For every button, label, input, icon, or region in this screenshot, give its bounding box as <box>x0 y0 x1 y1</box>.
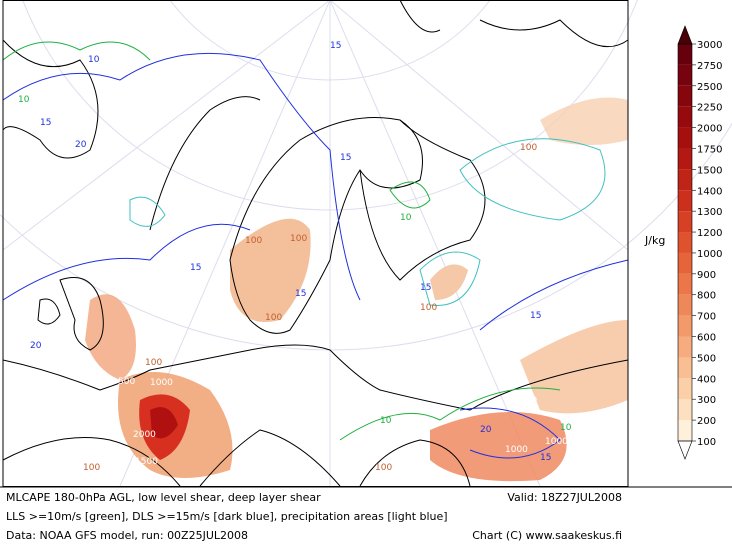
colorbar-label: 2250 <box>697 103 722 114</box>
colorbar-label: 2750 <box>697 61 722 72</box>
contour-label: 15 <box>295 289 306 299</box>
contour-label: 20 <box>30 341 42 351</box>
contour-label: 15 <box>190 263 201 273</box>
colorbar-label: 2500 <box>697 82 722 93</box>
contour-label: 10 <box>560 423 572 433</box>
contour-label: 100 <box>83 463 100 473</box>
colorbar-band <box>678 64 692 86</box>
contour-label: 100 <box>245 236 262 246</box>
contour-label: 1000 <box>545 437 568 447</box>
colorbar-label: 800 <box>697 291 716 302</box>
colorbar-label: 3000 <box>697 40 722 51</box>
contour-label: 10 <box>380 416 392 426</box>
colorbar-label: 500 <box>697 353 716 364</box>
contour-label: 15 <box>330 41 341 51</box>
contour-label: 100 <box>420 303 437 313</box>
contour-label: 15 <box>530 311 541 321</box>
colorbar-band <box>678 44 692 65</box>
contour-label: 1000 <box>505 445 528 455</box>
colorbar-label: 1300 <box>697 207 722 218</box>
footer-credit: Chart (C) www.saakeskus.fi <box>472 529 622 542</box>
colorbar-band <box>678 315 692 337</box>
footer-source: Data: NOAA GFS model, run: 00Z25JUL2008 <box>6 529 248 542</box>
contour-label: 15 <box>340 153 351 163</box>
colorbar-label: 1400 <box>697 186 722 197</box>
colorbar-band <box>678 378 692 400</box>
contour-label: 100 <box>375 463 392 473</box>
colorbar-label: 1750 <box>697 144 722 155</box>
colorbar-frame <box>677 43 693 442</box>
colorbar-label: 200 <box>697 416 716 427</box>
contour-label: 500 <box>118 377 135 387</box>
contour-label: 500 <box>520 396 537 406</box>
colorbar: 3000 2750 2500 2250 2000 1750 1500 1400 1300 1200… <box>677 25 722 460</box>
shear-contours <box>2 41 629 459</box>
colorbar-label: 1500 <box>697 165 722 176</box>
colorbar-band <box>678 211 692 233</box>
footer-valid: Valid: 18Z27JUL2008 <box>507 491 622 504</box>
colorbar-band <box>678 190 692 212</box>
contour-label: 2000 <box>133 430 156 440</box>
colorbar-band <box>678 127 692 149</box>
colorbar-band <box>678 399 692 421</box>
coastlines <box>2 0 629 487</box>
colorbar-band <box>678 252 692 274</box>
contour-label: 1000 <box>150 378 173 388</box>
contour-label: 10 <box>88 55 100 65</box>
colorbar-band <box>678 85 692 107</box>
contour-label: 100 <box>265 313 282 323</box>
footer-legend: LLS >=10m/s [green], DLS >=15m/s [dark b… <box>6 510 448 523</box>
colorbar-band <box>678 273 692 295</box>
contour-label: 15 <box>420 283 431 293</box>
colorbar-label: 100 <box>697 437 716 448</box>
contour-label: 100 <box>145 358 162 368</box>
colorbar-label: 1000 <box>697 249 722 260</box>
colorbar-band <box>678 232 692 253</box>
contour-label: 15 <box>40 118 51 128</box>
colorbar-band <box>678 169 692 191</box>
contour-label: 100 <box>290 234 307 244</box>
colorbar-band <box>678 106 692 128</box>
colorbar-label: 300 <box>697 395 716 406</box>
colorbar-label: 1200 <box>697 228 722 239</box>
contour-label: 10 <box>400 213 412 223</box>
footer-title: MLCAPE 180-0hPa AGL, low level shear, de… <box>6 491 321 504</box>
contour-label: 1500 <box>135 457 158 467</box>
contour-label: 100 <box>520 143 537 153</box>
colorbar-label: 600 <box>697 333 716 344</box>
colorbar-label: 900 <box>697 270 716 281</box>
colorbar-band <box>678 294 692 316</box>
colorbar-band <box>678 336 692 358</box>
colorbar-label: 700 <box>697 312 716 323</box>
contour-label: 15 <box>540 453 551 463</box>
contour-label: 10 <box>18 95 30 105</box>
contour-label: 20 <box>75 140 87 150</box>
contour-label: 20 <box>480 425 492 435</box>
map: 15 10 15 20 10 15 15 15 100 100 100 100 15 100 15 20 100… <box>0 0 732 487</box>
colorbar-label: 400 <box>697 374 716 385</box>
colorbar-unit: J/kg <box>644 234 665 247</box>
contour-labels: 15 10 15 20 10 15 15 15 100 100 100 100 15 100 15 20 100… <box>18 41 572 473</box>
cape-areas <box>85 97 628 482</box>
colorbar-band <box>678 357 692 379</box>
colorbar-label: 2000 <box>697 124 722 135</box>
colorbar-band <box>678 148 692 170</box>
colorbar-band <box>678 420 692 441</box>
